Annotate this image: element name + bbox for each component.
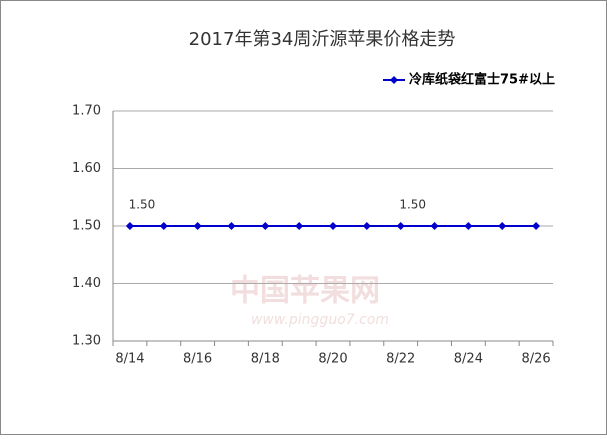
x-tick-label: 8/24 [454, 352, 483, 367]
x-tick-label: 8/22 [386, 352, 415, 367]
marker [362, 222, 371, 230]
y-tick-label: 1.40 [72, 276, 101, 291]
y-tick-label: 1.50 [72, 219, 101, 234]
legend-marker [390, 76, 398, 84]
x-tick-label: 8/16 [183, 352, 212, 367]
y-tick-label: 1.60 [72, 161, 101, 176]
y-tick-label: 1.30 [72, 334, 101, 349]
x-tick-label: 8/20 [318, 352, 347, 367]
data-label: 1.50 [399, 198, 426, 212]
marker [464, 222, 473, 230]
marker [261, 222, 270, 230]
y-tick-label: 1.70 [72, 104, 101, 119]
marker [396, 222, 405, 230]
legend-label: 冷库纸袋红富士75#以上 [409, 72, 555, 88]
marker [125, 222, 134, 230]
marker [295, 222, 304, 230]
marker [159, 222, 168, 230]
marker [532, 222, 541, 230]
marker [227, 222, 236, 230]
marker [329, 222, 337, 230]
x-tick-label: 8/26 [521, 352, 550, 367]
marker [430, 222, 439, 230]
x-tick-label: 8/14 [115, 352, 144, 367]
watermark-url: www.pingguo7.com [251, 312, 389, 328]
marker [193, 222, 202, 230]
chart-title: 2017年第34周沂源苹果价格走势 [189, 29, 456, 50]
data-label: 1.50 [129, 198, 156, 212]
x-tick-label: 8/18 [251, 352, 280, 367]
watermark-title: 中国苹果网 [230, 274, 380, 309]
marker [498, 222, 507, 230]
